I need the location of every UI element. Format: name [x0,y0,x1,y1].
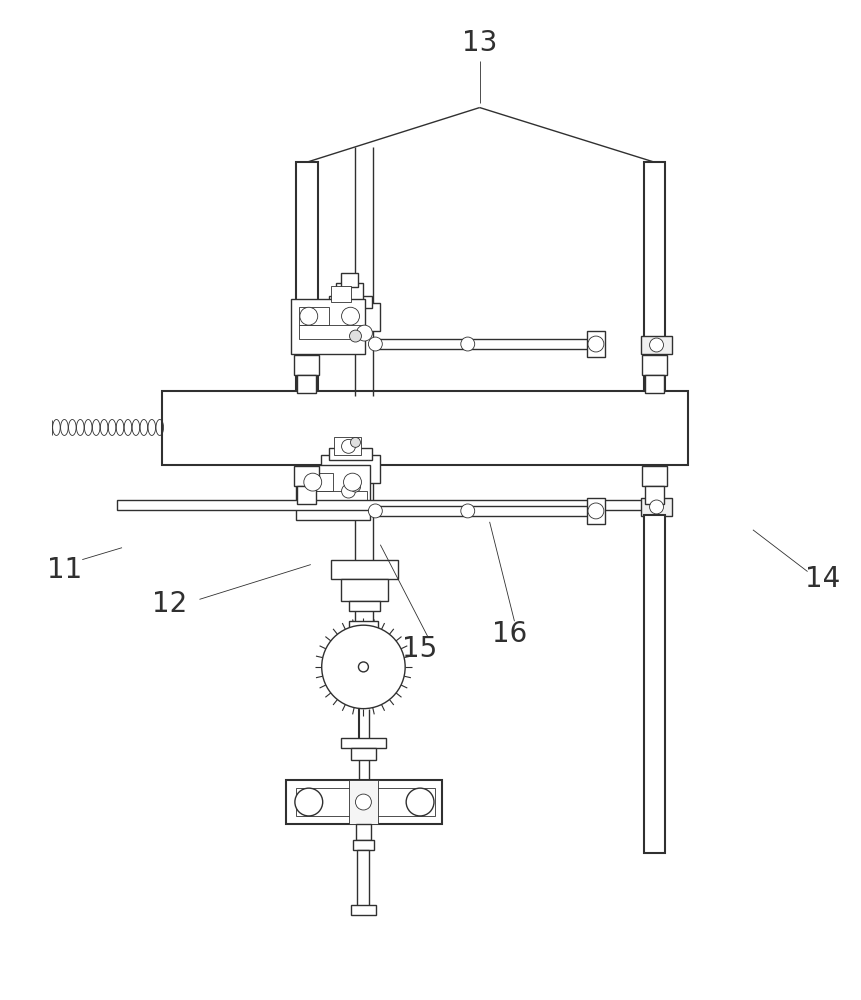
Bar [587,498,605,524]
Bar [294,355,319,375]
Circle shape [300,307,318,325]
Text: 13: 13 [462,29,498,57]
Bar [644,515,666,853]
Text: 14: 14 [805,565,840,593]
Bar [644,162,666,401]
Circle shape [649,338,664,352]
Circle shape [350,330,362,342]
Bar [296,162,318,401]
Bar [641,498,672,516]
Circle shape [342,484,356,498]
Bar [329,296,372,308]
Bar [303,473,332,491]
Bar [331,286,350,302]
Circle shape [461,504,474,518]
Circle shape [369,504,382,518]
Bar [162,391,688,465]
Text: 11: 11 [46,556,82,584]
Bar [375,339,589,349]
Bar [296,465,370,520]
Circle shape [358,662,369,672]
Bar [350,905,376,915]
Bar [297,486,316,504]
Bar [349,621,378,671]
Text: 16: 16 [492,620,527,648]
Bar [352,840,375,850]
Circle shape [322,625,406,709]
Circle shape [356,325,372,341]
Circle shape [350,437,361,447]
Bar [341,738,387,748]
Bar [641,466,667,486]
Bar [350,748,376,760]
Text: 12: 12 [152,590,188,618]
Bar [336,283,363,301]
Bar [356,824,371,840]
Bar [333,437,362,455]
Bar [286,780,442,824]
Bar [349,780,378,824]
Circle shape [649,500,664,514]
Circle shape [342,307,359,325]
Circle shape [406,788,434,816]
Bar [297,375,316,393]
Bar [375,506,589,516]
Bar [641,336,672,354]
Bar [587,331,605,357]
Bar [303,491,368,505]
Circle shape [588,336,604,352]
Bar [333,482,362,500]
Circle shape [344,473,362,491]
Circle shape [369,337,382,351]
Bar [341,579,388,601]
Bar [117,500,644,510]
Circle shape [342,439,356,453]
Bar [320,303,381,331]
Circle shape [461,337,474,351]
Bar [357,850,369,909]
Bar [349,601,381,611]
Bar [329,448,372,460]
Bar [291,299,365,354]
Bar [299,307,329,325]
Text: 15: 15 [402,635,437,663]
Bar [294,466,319,486]
Circle shape [356,794,371,810]
Circle shape [588,503,604,519]
Bar [299,325,363,339]
Circle shape [294,788,323,816]
Circle shape [350,482,361,492]
Bar [641,355,667,375]
Bar [320,455,381,483]
Bar [341,273,358,287]
Circle shape [304,473,322,491]
Bar [645,375,665,393]
Bar [645,486,665,504]
Bar [331,560,398,579]
Bar [296,788,435,816]
